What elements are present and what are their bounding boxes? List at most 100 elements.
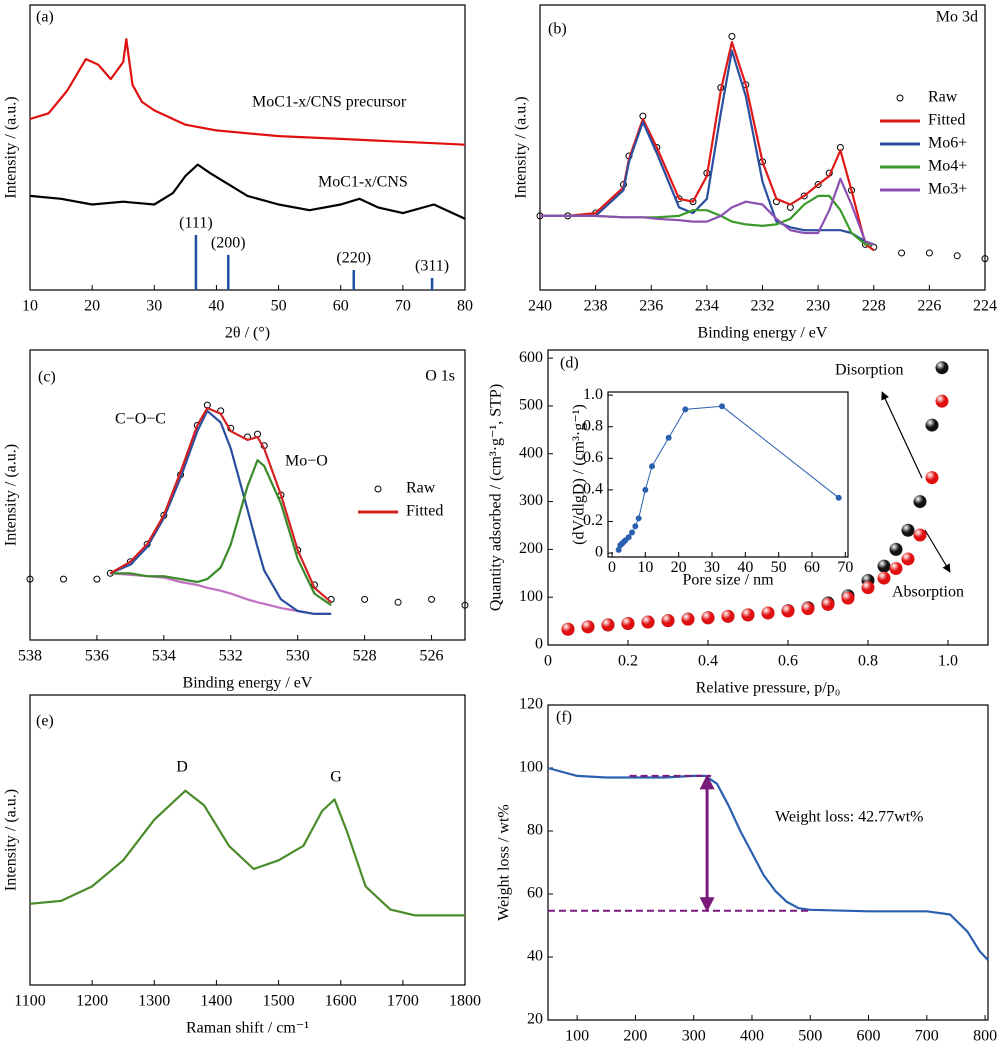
x-tick-label: 1500 — [263, 992, 295, 1009]
y-tick-label: 0.8 — [583, 417, 603, 434]
data-point — [581, 620, 595, 634]
data-point — [935, 394, 949, 408]
x-tick-label: 530 — [286, 647, 310, 664]
x-tick-label: 50 — [271, 297, 287, 314]
data-point — [889, 542, 903, 556]
data-point — [889, 562, 903, 576]
x-tick-label: 240 — [528, 297, 552, 314]
x-tick-label: 600 — [857, 1027, 881, 1044]
x-tick-label: 30 — [704, 559, 720, 576]
x-tick-label: 532 — [219, 647, 243, 664]
data-point — [461, 601, 469, 609]
data-point — [59, 575, 67, 583]
data-point — [621, 616, 635, 630]
y-tick-label: 40 — [527, 948, 543, 965]
reference-label: (200) — [211, 235, 246, 252]
legend-label: Mo4+ — [928, 158, 967, 175]
y-tick-label: 0 — [535, 636, 543, 653]
data-point — [981, 255, 989, 263]
y-axis-title: (dV/dlgD) / (cm³·g⁻¹) — [571, 404, 588, 545]
y-tick-label: 500 — [519, 397, 543, 414]
panel-label: (a) — [36, 9, 54, 26]
x-tick-label: 234 — [695, 297, 719, 314]
series-line — [29, 163, 466, 220]
annotation: Weight loss: 42.77wt% — [775, 809, 923, 826]
reference-label: (111) — [179, 215, 212, 232]
data-point — [361, 595, 369, 603]
data-point — [635, 515, 642, 522]
x-tick-label: 30 — [146, 297, 162, 314]
x-tick-label: 80 — [457, 297, 473, 314]
x-tick-label: 534 — [152, 647, 176, 664]
x-tick-label: 1.0 — [938, 652, 958, 669]
reference-label: (311) — [415, 258, 449, 275]
data-point — [642, 486, 649, 493]
desorption-arrow — [881, 391, 923, 479]
x-tick-label: 230 — [806, 297, 830, 314]
y-axis-title: Weight loss / wt% — [496, 804, 513, 920]
legend-marker — [896, 94, 904, 102]
y-tick-label: 100 — [519, 759, 543, 776]
x-tick-label: 228 — [862, 297, 886, 314]
x-tick-label: 0 — [608, 559, 616, 576]
data-point — [649, 463, 655, 470]
data-point — [841, 591, 855, 605]
plot-frame — [29, 694, 466, 986]
series-line — [110, 572, 332, 615]
panel: 240 238 236 234 232 230 228 226 224 Binding energ… — [513, 4, 997, 342]
y-tick-label: 60 — [527, 885, 543, 902]
data-point — [925, 471, 939, 485]
data-point — [682, 406, 689, 413]
legend-label: Mo3+ — [928, 181, 967, 198]
y-tick-label: 0 — [595, 544, 603, 561]
x-tick-label: 0 — [544, 652, 552, 669]
y-axis-title: Quantity adsorbed / (cm³·g⁻¹, STP) — [488, 384, 505, 611]
x-tick-label: 238 — [584, 297, 608, 314]
x-axis-title: Binding energy / eV — [183, 675, 313, 692]
x-tick-label: 1800 — [449, 992, 481, 1009]
panel: 1100 1200 1300 1400 1500 1600 1700 1800 Raman sh… — [3, 694, 481, 1037]
reference-label: (220) — [336, 250, 371, 267]
y-tick-label: 120 — [519, 696, 543, 713]
data-point — [661, 614, 675, 628]
legend-label: Fitted — [928, 112, 965, 129]
data-point — [861, 581, 875, 595]
data-point — [877, 571, 891, 585]
panel-title: Mo 3d — [936, 9, 978, 26]
data-point — [821, 597, 835, 611]
data-point — [935, 361, 949, 375]
x-axis-title: Relative pressure, p/p₀ — [696, 680, 841, 697]
plot-frame — [29, 4, 466, 291]
y-tick-label: 300 — [519, 492, 543, 509]
data-point — [26, 575, 34, 583]
x-axis-title: Pore size / nm — [682, 572, 774, 589]
series-line — [540, 177, 875, 246]
y-tick-label: 0.2 — [583, 512, 603, 529]
series-label: MoC1-x/CNS precursor — [252, 94, 407, 111]
legend-marker — [374, 485, 382, 493]
panel-title: O 1s — [425, 368, 455, 385]
x-tick-label: 1400 — [200, 992, 232, 1009]
data-point — [953, 252, 961, 260]
data-point — [601, 618, 615, 632]
series-line — [109, 409, 332, 615]
data-point — [93, 575, 101, 583]
series-label: Absorption — [892, 584, 964, 601]
series-line — [547, 766, 989, 961]
x-tick-label: 800 — [973, 1027, 997, 1044]
x-tick-label: 1100 — [14, 992, 45, 1009]
x-tick-label: 60 — [804, 559, 820, 576]
legend-label: Raw — [406, 480, 436, 497]
panel: 538 536 534 532 530 528 526 Binding energy / eV… — [3, 349, 469, 692]
data-point — [925, 249, 933, 257]
data-point — [835, 494, 842, 501]
y-tick-label: 400 — [519, 444, 543, 461]
x-tick-label: 10 — [637, 559, 653, 576]
series-label: C−O−C — [115, 411, 166, 428]
x-tick-label: 700 — [915, 1027, 939, 1044]
data-point — [428, 595, 436, 603]
x-tick-label: 224 — [973, 297, 997, 314]
data-point — [781, 604, 795, 618]
series-label: Mo−O — [285, 453, 328, 470]
plot-frame — [29, 349, 466, 641]
